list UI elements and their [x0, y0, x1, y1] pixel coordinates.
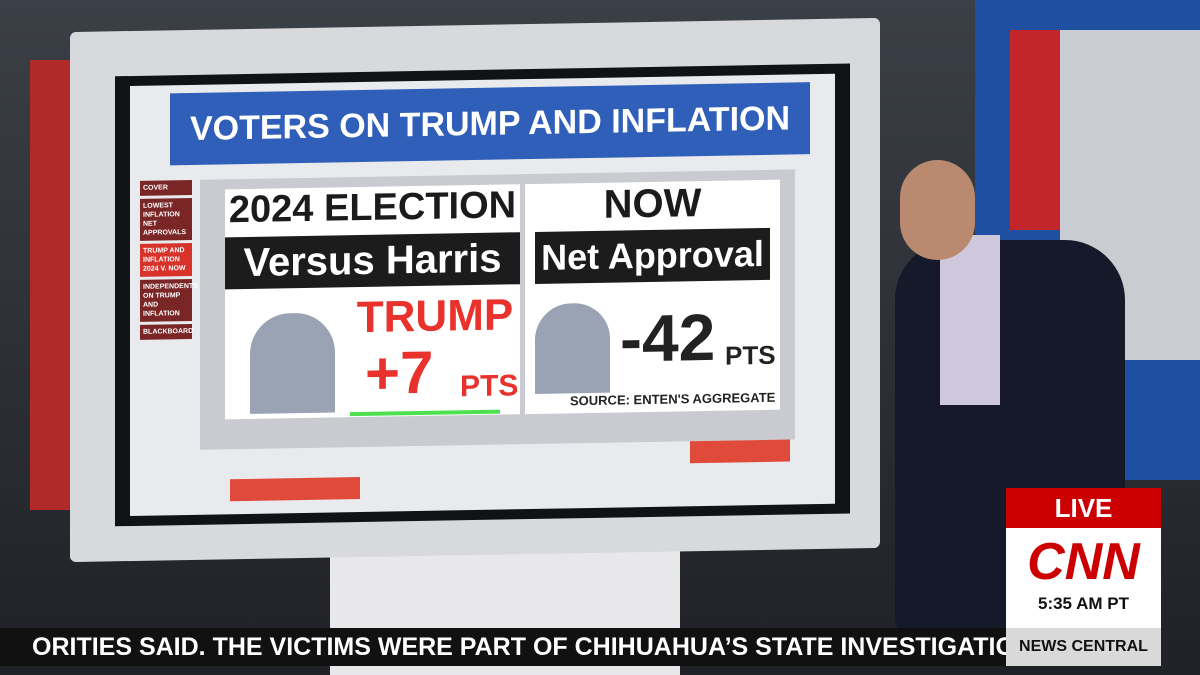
side-menu: COVER LOWEST INFLATION NET APPROVALS TRUMP…: [140, 179, 198, 343]
left-subheading: Versus Harris: [225, 232, 520, 290]
right-panel: NOW Net Approval -42 PTS SOURCE: ENTEN'S…: [525, 179, 780, 415]
studio-red-panel: [1010, 30, 1060, 230]
right-subheading: Net Approval: [535, 227, 770, 284]
ticker: ORITIES SAID. THE VICTIMS WERE PART OF C…: [0, 628, 1010, 666]
left-value: +7: [365, 338, 434, 407]
menu-item[interactable]: LOWEST INFLATION NET APPROVALS: [140, 197, 192, 241]
left-name: TRUMP: [356, 290, 514, 343]
menu-item[interactable]: INDEPENDENTS ON TRUMP AND INFLATION: [140, 278, 198, 322]
portrait: [535, 302, 610, 394]
live-badge: LIVE: [1006, 488, 1161, 528]
right-unit: PTS: [725, 339, 776, 371]
clock: 5:35 AM PT: [1037, 594, 1129, 613]
right-value: -42: [620, 299, 716, 376]
menu-item[interactable]: COVER: [140, 179, 192, 196]
pen-underline: [350, 409, 500, 417]
monitor-bezel: VOTERS ON TRUMP AND INFLATION COVER LOWES…: [70, 17, 880, 563]
logo-box: CNN 5:35 AM PT: [1006, 528, 1161, 628]
toolbar: [690, 439, 790, 464]
network-logo: CNN: [1027, 533, 1140, 591]
screen-content: VOTERS ON TRUMP AND INFLATION COVER LOWES…: [130, 73, 835, 517]
portrait: [250, 312, 335, 414]
toolbar: [230, 477, 360, 502]
source: SOURCE: ENTEN'S AGGREGATE: [570, 389, 776, 409]
presenter-shirt: [940, 235, 1000, 405]
left-unit: PTS: [460, 369, 519, 404]
panel-frame: 2024 ELECTION Versus Harris TRUMP +7 PTS…: [200, 169, 795, 450]
screen-title: VOTERS ON TRUMP AND INFLATION: [170, 82, 810, 166]
show-name: NEWS CENTRAL: [1006, 628, 1161, 666]
presenter-head: [900, 160, 975, 260]
left-heading: 2024 ELECTION: [228, 184, 517, 232]
menu-item[interactable]: BLACKBOARD: [140, 323, 193, 340]
monitor-screen: VOTERS ON TRUMP AND INFLATION COVER LOWES…: [115, 63, 850, 527]
left-panel: 2024 ELECTION Versus Harris TRUMP +7 PTS: [225, 184, 520, 420]
right-heading: NOW: [603, 181, 702, 227]
menu-item[interactable]: TRUMP AND INFLATION 2024 V. NOW: [140, 242, 192, 277]
